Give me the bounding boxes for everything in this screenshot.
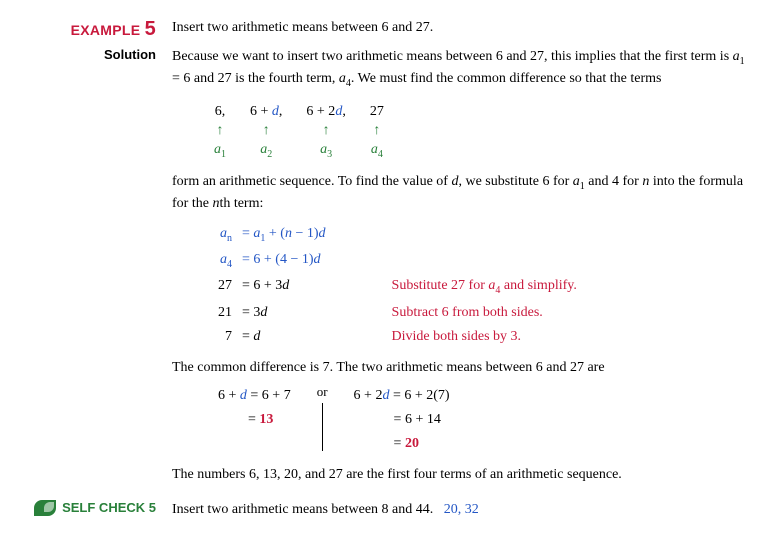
means-computation: 6 + d = 6 + 7 = 13 or 6 + 2d = 6 + 2(7) … bbox=[212, 383, 756, 458]
solution-label: Solution bbox=[104, 47, 156, 62]
derivation-block: an = a1 + (n − 1)d a4 = 6 + (4 − 1)d 27 … bbox=[212, 221, 756, 350]
eq2-rhs: = 6 + (4 − 1)d bbox=[238, 249, 330, 273]
means-right-1: 6 + 2d = 6 + 2(7) bbox=[350, 385, 454, 407]
var-a4: a4 bbox=[339, 71, 351, 86]
solution-p3: The common difference is 7. The two arit… bbox=[172, 358, 756, 378]
divider-icon bbox=[322, 403, 323, 451]
seq-term-3: 6 + 2d, bbox=[306, 102, 367, 122]
eq3-lhs: 27 bbox=[214, 275, 236, 299]
selfcheck-text: SELF CHECK 5 bbox=[62, 500, 156, 515]
solution-p2a: form an arithmetic sequence. To find the… bbox=[172, 174, 451, 189]
eq5-note: Divide both sides by 3. bbox=[332, 326, 581, 348]
arrow-up-icon: ↑ bbox=[214, 124, 248, 138]
solution-p2b: , we substitute 6 for bbox=[458, 174, 572, 189]
solution-p1b: = 6 and 27 is the fourth term, bbox=[172, 71, 339, 86]
eq5-rhs: = d bbox=[238, 326, 330, 348]
eq5-lhs: 7 bbox=[214, 326, 236, 348]
solution-p1a: Because we want to insert two arithmetic… bbox=[172, 49, 733, 64]
example-word: EXAMPLE bbox=[71, 22, 141, 38]
solution-p4: The numbers 6, 13, 20, and 27 are the fi… bbox=[172, 465, 756, 485]
means-left-1: 6 + d = 6 + 7 bbox=[214, 385, 295, 407]
var-a1: a1 bbox=[733, 49, 745, 64]
selfcheck-answer: 20, 32 bbox=[444, 502, 479, 517]
seq-term-4: 27 bbox=[370, 102, 406, 122]
seq-label-a3: a3 bbox=[306, 140, 367, 162]
means-right-3: = 20 bbox=[350, 433, 454, 455]
eq4-lhs: 21 bbox=[214, 302, 236, 324]
seq-label-a1: a1 bbox=[214, 140, 248, 162]
solution-p2c: and 4 for bbox=[585, 174, 643, 189]
var-a1b: a1 bbox=[573, 174, 585, 189]
eq4-note: Subtract 6 from both sides. bbox=[332, 302, 581, 324]
example-number: 5 bbox=[145, 18, 156, 40]
eq1-lhs: an bbox=[214, 223, 236, 247]
solution-p2e: th term: bbox=[219, 196, 263, 211]
arrow-up-icon: ↑ bbox=[250, 124, 304, 138]
eq1-rhs: = a1 + (n − 1)d bbox=[238, 223, 330, 247]
eq3-rhs: = 6 + 3d bbox=[238, 275, 330, 299]
seq-label-a2: a2 bbox=[250, 140, 304, 162]
selfcheck-question: Insert two arithmetic means between 8 an… bbox=[172, 502, 433, 517]
eq2-lhs: a4 bbox=[214, 249, 236, 273]
example-title: Insert two arithmetic means between 6 an… bbox=[172, 20, 433, 35]
arrow-up-icon: ↑ bbox=[306, 124, 367, 138]
solution-p1c: . We must find the common difference so … bbox=[351, 71, 662, 86]
sequence-display: 6, 6 + d, 6 + 2d, 27 ↑ ↑ ↑ ↑ a1 a2 a3 a4 bbox=[212, 100, 408, 165]
seq-term-2: 6 + d, bbox=[250, 102, 304, 122]
or-label: or bbox=[303, 383, 342, 402]
means-right-2: = 6 + 14 bbox=[350, 409, 454, 431]
means-left-2: = 13 bbox=[214, 409, 295, 431]
arrow-up-icon: ↑ bbox=[370, 124, 406, 138]
example-label: EXAMPLE 5 bbox=[71, 22, 156, 38]
seq-label-a4: a4 bbox=[370, 140, 406, 162]
leaf-icon bbox=[34, 500, 56, 516]
eq3-note: Substitute 27 for a4 and simplify. bbox=[332, 275, 581, 299]
selfcheck-label: SELF CHECK 5 bbox=[34, 500, 156, 516]
eq4-rhs: = 3d bbox=[238, 302, 330, 324]
seq-term-1: 6, bbox=[214, 102, 248, 122]
